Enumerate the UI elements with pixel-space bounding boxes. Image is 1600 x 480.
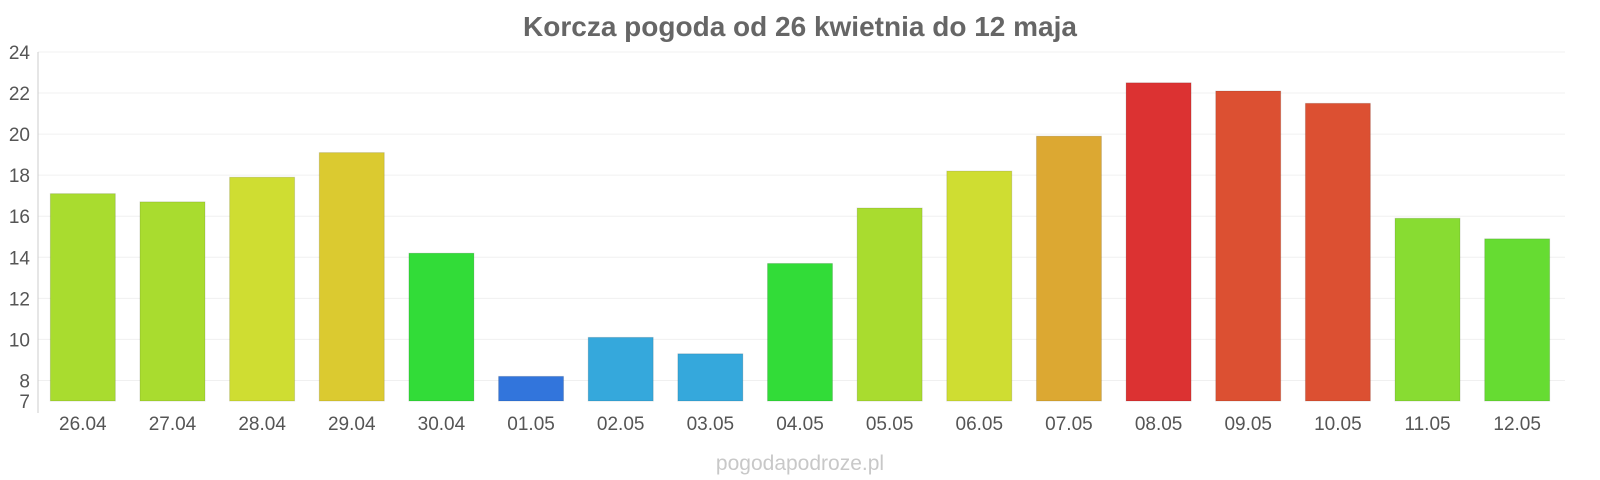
bar-11.05 (1394, 217, 1461, 402)
x-category-label: 04.05 (776, 414, 824, 435)
bar-09.05 (1215, 90, 1282, 402)
bar-07.05 (1035, 135, 1102, 402)
y-tick-label: 10 (9, 330, 30, 351)
bar-26.04 (49, 193, 116, 402)
y-tick-label: 22 (9, 84, 30, 105)
y-tick-label: 12 (9, 289, 30, 310)
y-tick-label: 18 (9, 166, 30, 187)
y-tick-label: 14 (9, 248, 31, 269)
x-category-label: 07.05 (1045, 414, 1093, 435)
bar-29.04 (318, 152, 385, 402)
y-axis-tick-labels: 78 10 12 14 16 18 20 22 24 (9, 43, 31, 413)
x-category-label: 12.05 (1493, 414, 1541, 435)
y-tick-label: 16 (9, 207, 30, 228)
bar-01.05 (498, 375, 565, 402)
bar-06.05 (946, 170, 1013, 402)
x-category-label: 27.04 (149, 414, 197, 435)
x-category-label: 11.05 (1404, 414, 1450, 435)
bar-02.05 (587, 336, 654, 402)
x-axis-category-labels: 26.04 27.04 28.04 29.04 30.04 01.05 02.05 03.05… (59, 414, 1541, 435)
bar-27.04 (139, 201, 206, 402)
bar-28.04 (229, 176, 296, 402)
watermark-text: pogodapodroze.pl (716, 452, 884, 475)
chart-title: Korcza pogoda od 26 kwietnia do 12 maja (523, 11, 1077, 42)
x-category-label: 29.04 (328, 414, 376, 435)
y-tick-label: 20 (9, 125, 30, 146)
y-tick-label: 8 (19, 371, 30, 392)
bar-10.05 (1304, 102, 1371, 402)
x-category-label: 10.05 (1314, 414, 1362, 435)
bar-04.05 (767, 262, 833, 402)
x-category-label: 28.04 (238, 414, 286, 435)
bar-30.04 (408, 252, 475, 402)
x-category-label: 09.05 (1224, 414, 1272, 435)
x-category-label: 02.05 (597, 414, 645, 435)
x-category-label: 26.04 (59, 414, 107, 435)
y-tick-label: 24 (9, 43, 31, 64)
x-category-label: 03.05 (687, 414, 735, 435)
x-category-label: 30.04 (418, 414, 466, 435)
x-category-label: 01.05 (507, 414, 555, 435)
bars (49, 82, 1551, 402)
y-tick-label: 7 (19, 392, 30, 413)
x-category-label: 08.05 (1135, 414, 1183, 435)
bar-05.05 (856, 207, 923, 402)
bar-12.05 (1484, 238, 1551, 402)
x-category-label: 06.05 (956, 414, 1004, 435)
bar-08.05 (1125, 82, 1192, 402)
x-category-label: 05.05 (866, 414, 914, 435)
bar-03.05 (677, 353, 744, 402)
